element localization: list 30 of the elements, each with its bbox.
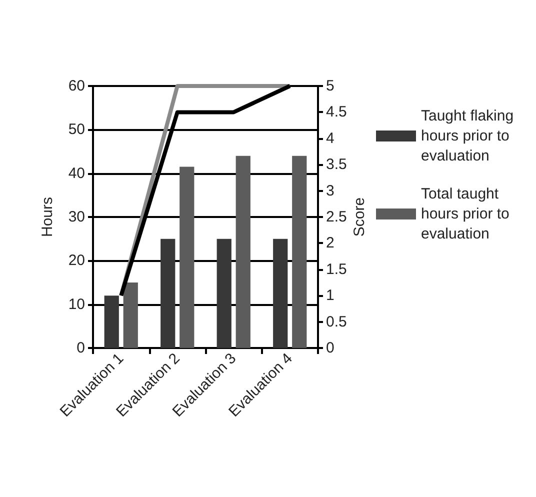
legend-label: Taught flaking hours prior to evaluation bbox=[421, 108, 518, 164]
y2-tick-label: 1.5 bbox=[326, 260, 347, 278]
bar bbox=[236, 156, 250, 348]
bar bbox=[104, 296, 119, 348]
bar bbox=[273, 238, 288, 348]
y2-tick-label: 2.5 bbox=[326, 208, 347, 226]
bar bbox=[123, 282, 138, 348]
y2-axis-title: Score bbox=[351, 197, 368, 237]
y2-tick-label: 0 bbox=[326, 340, 334, 356]
y2-tick-label: 4 bbox=[326, 130, 334, 147]
legend-label: Total taught hours prior to evaluation bbox=[421, 186, 514, 242]
y2-tick-label: 0.5 bbox=[326, 313, 347, 330]
y-tick-label: 60 bbox=[68, 78, 85, 94]
y2-tick-label: 4.5 bbox=[326, 104, 347, 121]
y2-tick-label: 3 bbox=[326, 182, 334, 200]
y-tick-label: 10 bbox=[68, 296, 85, 313]
y-tick-label: 20 bbox=[68, 252, 85, 270]
y-tick-label: 0 bbox=[76, 340, 85, 356]
bar bbox=[160, 238, 176, 348]
bar bbox=[216, 238, 232, 348]
y-tick-label: 50 bbox=[68, 121, 85, 138]
y2-tick-label: 2 bbox=[326, 234, 334, 252]
y2-tick-label: 3.5 bbox=[326, 156, 347, 174]
y2-tick-label: 5 bbox=[326, 78, 334, 94]
bar bbox=[180, 166, 194, 348]
y-tick-label: 30 bbox=[68, 208, 85, 226]
bar bbox=[292, 156, 307, 348]
y2-tick-label: 1 bbox=[326, 287, 334, 304]
y-tick-label: 40 bbox=[68, 164, 85, 182]
y-axis-title: Hours bbox=[39, 196, 56, 238]
